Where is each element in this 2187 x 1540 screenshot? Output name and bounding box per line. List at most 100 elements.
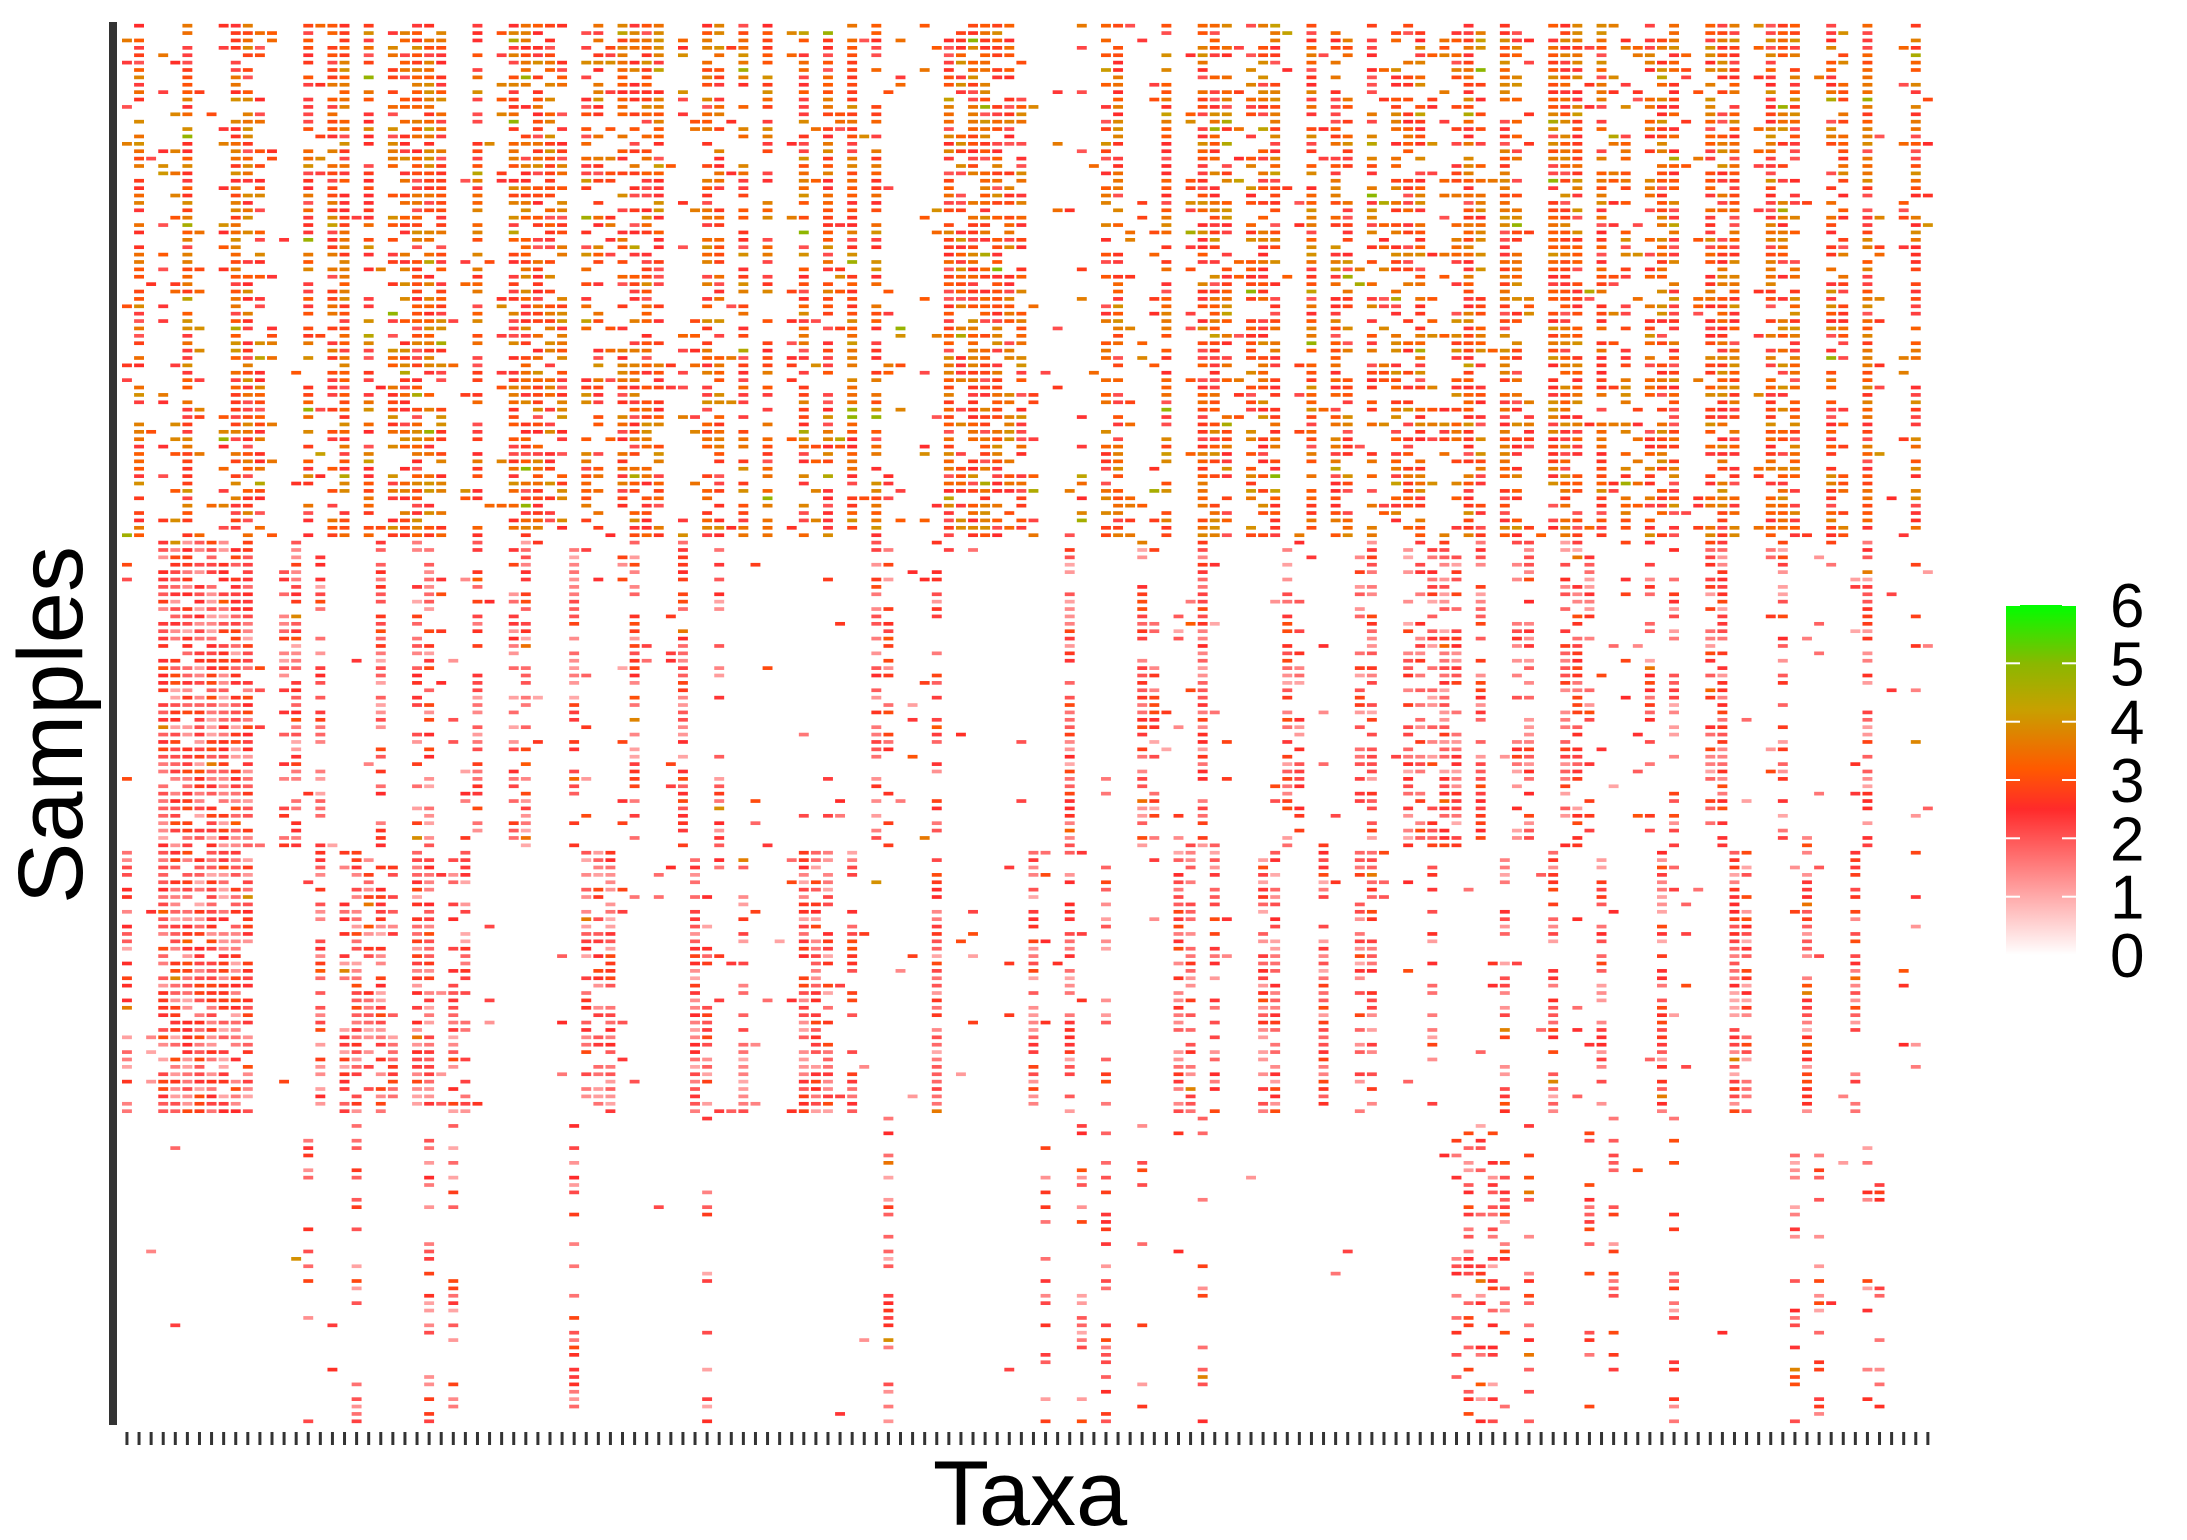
heatmap-cell	[1306, 422, 1317, 427]
heatmap-cell	[968, 297, 978, 301]
heatmap-cell	[1838, 422, 1849, 427]
heatmap-cell	[1910, 326, 1921, 331]
heatmap-cell	[1657, 260, 1667, 264]
heatmap-cell	[1572, 393, 1583, 397]
heatmap-cell	[992, 119, 1003, 124]
heatmap-cell	[1765, 511, 1776, 515]
heatmap-cell	[218, 548, 229, 552]
heatmap-cell	[617, 459, 628, 464]
heatmap-cell	[1366, 90, 1377, 94]
heatmap-cell	[1403, 437, 1414, 442]
heatmap-cell	[1644, 466, 1655, 471]
heatmap-cell	[1572, 489, 1583, 493]
heatmap-cell	[520, 193, 531, 198]
heatmap-cell	[1499, 245, 1510, 250]
heatmap-cell	[532, 444, 543, 449]
heatmap-cell	[1403, 260, 1414, 264]
heatmap-cell	[1427, 555, 1438, 560]
heatmap-cell	[593, 178, 604, 183]
heatmap-cell	[1366, 75, 1377, 80]
heatmap-cell	[1826, 496, 1837, 501]
heatmap-cell	[823, 525, 833, 530]
heatmap-cell	[182, 252, 193, 257]
heatmap-cell	[387, 407, 398, 412]
heatmap-cell	[1366, 186, 1377, 190]
heatmap-cell	[557, 518, 568, 523]
heatmap-cell	[968, 245, 978, 250]
heatmap-cell	[134, 437, 144, 442]
heatmap-cell	[1246, 407, 1256, 412]
heatmap-cell	[1669, 378, 1679, 382]
heatmap-cell	[798, 60, 809, 65]
heatmap-cell	[1366, 208, 1377, 213]
heatmap-cell	[714, 415, 725, 419]
heatmap-cell	[943, 105, 954, 109]
heatmap-cell	[1826, 68, 1837, 72]
heatmap-cell	[1596, 274, 1607, 279]
heatmap-cell	[1560, 90, 1571, 94]
heatmap-cell	[230, 555, 241, 560]
heatmap-cell	[339, 466, 350, 471]
heatmap-cell	[508, 341, 519, 346]
heatmap-cell	[1657, 274, 1667, 279]
heatmap-cell	[1185, 452, 1196, 456]
heatmap-cell	[1403, 422, 1414, 427]
heatmap-cell	[508, 489, 519, 493]
heatmap-cell	[508, 518, 519, 523]
heatmap-cell	[1342, 452, 1353, 456]
heatmap-cell	[339, 385, 350, 390]
heatmap-cell	[1064, 489, 1075, 493]
heatmap-cell	[412, 341, 422, 346]
heatmap-cell	[1209, 474, 1220, 478]
heatmap-cell	[1862, 518, 1873, 523]
heatmap-cell	[1342, 289, 1353, 294]
heatmap-cell	[581, 400, 592, 405]
heatmap-cell	[1511, 297, 1522, 301]
heatmap-cell	[1669, 356, 1679, 360]
heatmap-cell	[1342, 348, 1353, 353]
heatmap-cell	[303, 444, 314, 449]
heatmap-cell	[436, 289, 447, 294]
heatmap-cell	[955, 38, 966, 43]
heatmap-cell	[230, 341, 241, 346]
heatmap-cell	[762, 53, 773, 58]
heatmap-cell	[399, 68, 410, 72]
heatmap-cell	[641, 474, 652, 478]
heatmap-cell	[968, 38, 978, 43]
heatmap-cell	[677, 548, 688, 552]
heatmap-cell	[980, 149, 991, 154]
heatmap-cell	[883, 481, 894, 486]
heatmap-cell	[1354, 282, 1365, 286]
heatmap-cell	[412, 23, 422, 28]
heatmap-cell	[1258, 459, 1269, 464]
heatmap-cell	[677, 540, 688, 545]
heatmap-cell	[1499, 444, 1510, 449]
heatmap-cell	[968, 201, 978, 205]
heatmap-cell	[581, 112, 592, 117]
heatmap-cell	[968, 23, 978, 28]
heatmap-cell	[520, 370, 531, 375]
heatmap-cell	[629, 415, 640, 419]
heatmap-cell	[871, 201, 882, 205]
heatmap-cell	[545, 193, 555, 198]
heatmap-cell	[1620, 525, 1631, 530]
heatmap-cell	[134, 119, 144, 124]
heatmap-cell	[1330, 274, 1341, 279]
heatmap-cell	[1632, 437, 1643, 442]
heatmap-cell	[1209, 193, 1220, 198]
heatmap-cell	[617, 134, 628, 139]
heatmap-cell	[327, 503, 338, 508]
heatmap-cell	[629, 112, 640, 117]
heatmap-cell	[1270, 97, 1281, 102]
heatmap-cell	[399, 496, 410, 501]
heatmap-cell	[762, 437, 773, 442]
heatmap-cell	[375, 385, 386, 390]
heatmap-cell	[1596, 370, 1607, 375]
heatmap-cell	[1596, 385, 1607, 390]
heatmap-cell	[1113, 68, 1124, 72]
heatmap-cell	[242, 282, 253, 286]
heatmap-cell	[194, 407, 205, 412]
heatmap-cell	[702, 46, 713, 50]
heatmap-cell	[1862, 215, 1873, 220]
heatmap-cell	[617, 171, 628, 176]
